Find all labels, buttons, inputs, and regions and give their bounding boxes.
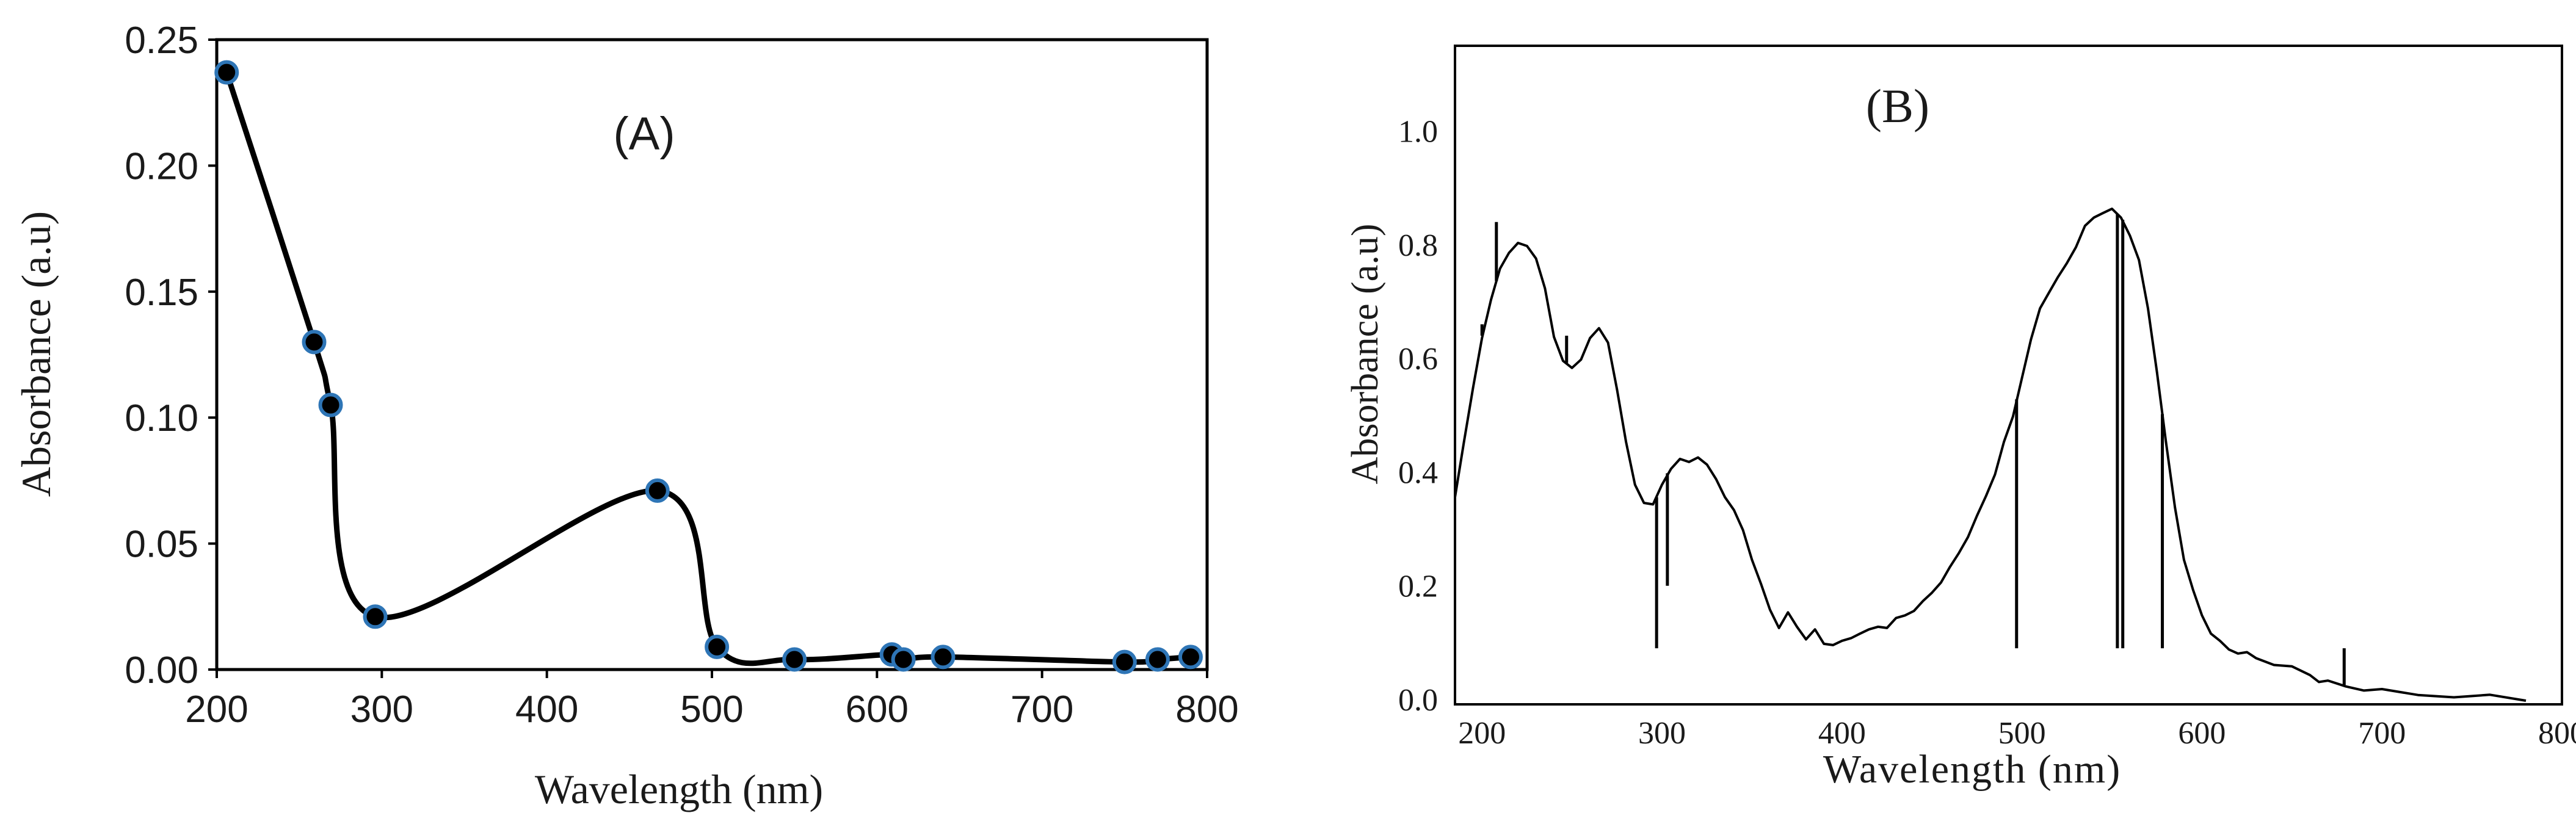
- chart-a-data-point: [705, 634, 730, 659]
- chart-b: 0.0 0.2 0.4 0.6 0.8 1.0 200 300 400 500 600 700 800…: [1344, 45, 2576, 792]
- chart-a-data-point: [891, 647, 916, 672]
- chart-a-x-tick-label: 600: [846, 688, 909, 731]
- chart-b-y-tick-label: 1.0: [1398, 115, 1438, 150]
- chart-a-frame: [215, 38, 1209, 671]
- chart-a-y-tick-label: 0.25: [125, 20, 198, 62]
- chart-a-y-tick-label: 0.10: [125, 397, 198, 439]
- chart-a-data-point: [318, 392, 343, 417]
- chart-a-data-point: [931, 645, 956, 670]
- chart-b-x-tick-label: 200: [1458, 716, 1506, 751]
- chart-a-y-tick-label: 0.20: [125, 145, 198, 187]
- chart-b-y-tick-label: 0.2: [1398, 569, 1438, 604]
- chart-a-x-tick-label: 300: [350, 688, 413, 731]
- chart-a-data-point: [782, 647, 807, 672]
- chart-b-x-axis-label: Wavelength (nm): [1823, 747, 2121, 792]
- chart-b-y-tick-label: 0.6: [1398, 342, 1438, 377]
- chart-b-frame: [1454, 45, 2563, 706]
- chart-a-data-point: [214, 60, 239, 85]
- chart-a-x-tick-label: 800: [1175, 688, 1238, 731]
- chart-a-panel-label: (A): [613, 108, 675, 160]
- chart-a-x-tick-label: 200: [185, 688, 248, 731]
- chart-a-data-point: [1145, 647, 1170, 672]
- chart-a-x-axis-label: Wavelength (nm): [535, 766, 823, 812]
- chart-a-y-axis-label: Absorbance (a.u): [13, 211, 59, 497]
- chart-a-data-point: [1178, 645, 1203, 670]
- chart-b-series-line: [1454, 208, 2527, 702]
- chart-a-y-tick-label: 0.00: [125, 649, 198, 692]
- chart-a: 0.00 0.05 0.10 0.15 0.20 0.25 200 300 400 500 600…: [13, 20, 1239, 812]
- chart-b-y-tick-label: 0.8: [1398, 228, 1438, 263]
- chart-a-series-line: [223, 71, 1191, 666]
- chart-a-data-point: [302, 330, 327, 355]
- chart-a-data-point: [363, 604, 388, 629]
- chart-a-x-ticks: 200 300 400 500 600 700 800: [185, 670, 1239, 731]
- chart-a-data-point: [1112, 649, 1137, 674]
- chart-b-x-ticks: 200 300 400 500 600 700 800: [1458, 716, 2576, 751]
- chart-a-points: [214, 60, 1203, 674]
- chart-b-x-tick-label: 600: [2178, 716, 2226, 751]
- chart-a-y-tick-label: 0.15: [125, 272, 198, 314]
- chart-b-y-ticks: 0.0 0.2 0.4 0.6 0.8 1.0: [1398, 115, 1438, 718]
- chart-b-x-tick-label: 800: [2538, 716, 2576, 751]
- chart-a-y-ticks: 0.00 0.05 0.10 0.15 0.20 0.25: [125, 20, 217, 692]
- chart-a-x-tick-label: 400: [515, 688, 578, 731]
- chart-b-y-tick-label: 0.0: [1398, 683, 1438, 718]
- chart-b-x-tick-label: 500: [1998, 716, 2046, 751]
- chart-b-spikes: [1480, 214, 2346, 685]
- chart-a-y-tick-label: 0.05: [125, 524, 198, 566]
- chart-a-x-tick-label: 500: [680, 688, 743, 731]
- chart-b-y-tick-label: 0.4: [1398, 455, 1438, 490]
- chart-b-x-tick-label: 700: [2358, 716, 2406, 751]
- chart-b-y-axis-label: Absorbance (a.u): [1344, 224, 1386, 485]
- chart-a-data-point: [645, 478, 670, 503]
- chart-b-x-tick-label: 300: [1638, 716, 1686, 751]
- chart-b-panel-label: (B): [1866, 79, 1929, 132]
- chart-b-x-tick-label: 400: [1818, 716, 1866, 751]
- chart-a-x-tick-label: 700: [1010, 688, 1073, 731]
